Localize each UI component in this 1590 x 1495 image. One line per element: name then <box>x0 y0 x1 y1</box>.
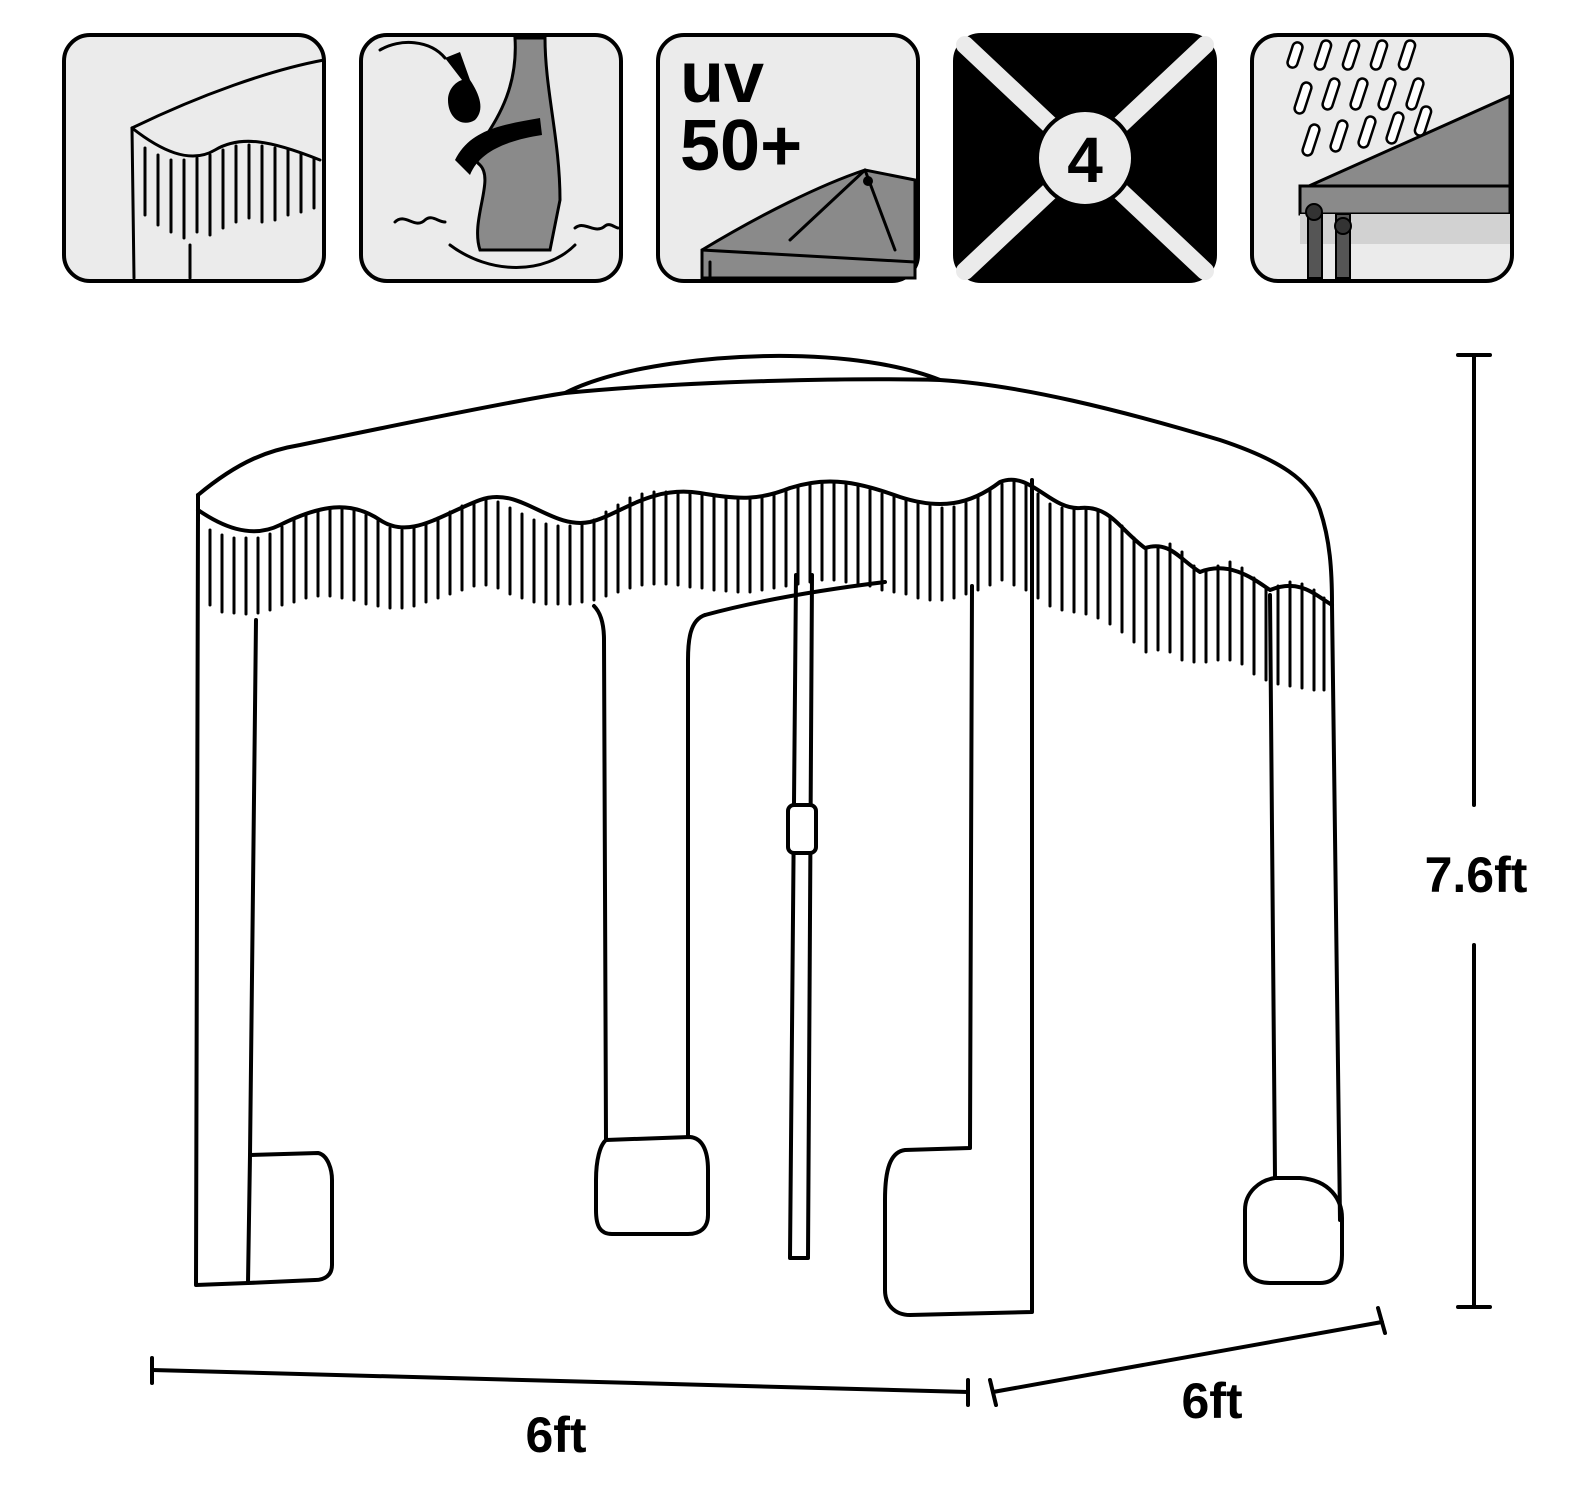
rain-waterproof-icon <box>1286 39 1512 279</box>
height-label: 7.6ft <box>1425 847 1528 903</box>
feature-tile-corners: 4 <box>953 33 1217 283</box>
corner-count: 4 <box>1067 124 1103 196</box>
uv-rating: 50+ <box>680 106 802 186</box>
depth-dimension: 6ft <box>988 1306 1387 1429</box>
four-corner-stakes-icon: 4 <box>956 36 1214 280</box>
fringe-strands <box>208 478 1326 692</box>
feature-tile-sandbag <box>359 33 623 283</box>
feature-tile-fringe <box>62 33 326 283</box>
uv-label: uv <box>680 38 764 118</box>
feature-tile-uv: uv 50+ <box>656 33 920 283</box>
width-dimension: 6ft <box>150 1356 970 1463</box>
sand-anchor-bag-icon <box>378 36 620 269</box>
center-pole <box>786 573 818 1260</box>
feature-tile-waterproof <box>1250 33 1514 283</box>
uv-protection-icon: uv 50+ <box>680 38 917 280</box>
height-dimension: 7.6ft <box>1425 353 1528 1309</box>
fringe-canopy-icon <box>130 58 326 280</box>
width-label: 6ft <box>525 1407 586 1463</box>
depth-label: 6ft <box>1181 1373 1242 1429</box>
cabana-outline-drawing <box>194 353 1344 1317</box>
